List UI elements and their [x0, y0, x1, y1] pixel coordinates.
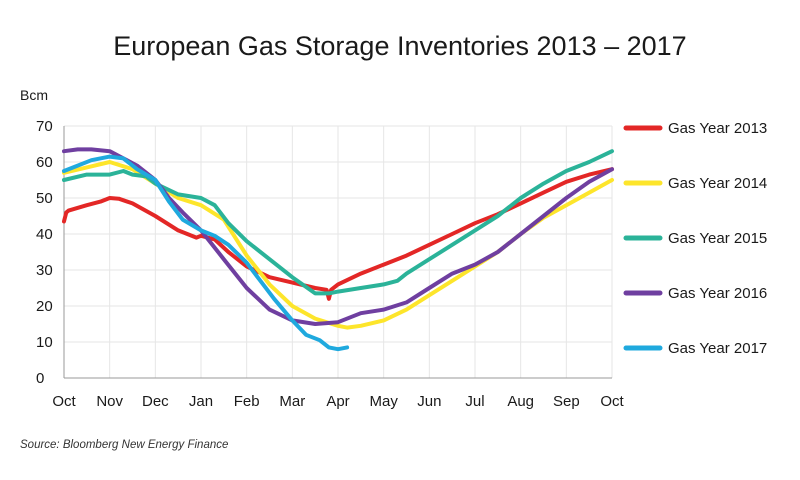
- legend: Gas Year 2013 Gas Year 2014 Gas Year 2015 G…: [623, 120, 767, 357]
- x-tick-label: Sep: [553, 393, 580, 410]
- axes: 0 10 20 30 40 50 60 70 Oct Nov Dec Jan Feb Mar Apr May J…: [36, 118, 624, 410]
- y-tick-label: 40: [36, 226, 53, 243]
- chart-title: European Gas Storage Inventories 2013 – …: [113, 31, 686, 61]
- x-tick-label: Oct: [52, 393, 76, 410]
- y-tick-label: 70: [36, 118, 53, 135]
- x-tick-label: Nov: [96, 393, 123, 410]
- x-tick-label: May: [369, 393, 398, 410]
- y-tick-label: 30: [36, 262, 53, 279]
- y-tick-label: 60: [36, 154, 53, 171]
- legend-label: Gas Year 2015: [668, 230, 767, 247]
- source-note: Source: Bloomberg New Energy Finance: [20, 439, 228, 451]
- x-tick-label: Feb: [234, 393, 260, 410]
- x-tick-label: Jun: [417, 393, 441, 410]
- x-tick-label: Jan: [189, 393, 213, 410]
- grid: [63, 125, 613, 378]
- x-tick-label: Dec: [142, 393, 169, 410]
- series-line-3: [62, 149, 614, 296]
- y-tick-label: 0: [36, 370, 44, 387]
- x-tick-label: Aug: [507, 393, 534, 410]
- y-axis-unit-label: Bcm: [20, 87, 48, 103]
- x-tick-label: Oct: [600, 393, 624, 410]
- x-tick-label: Mar: [279, 393, 305, 410]
- y-tick-label: 50: [36, 190, 53, 207]
- legend-label: Gas Year 2016: [668, 285, 767, 302]
- legend-label: Gas Year 2013: [668, 120, 767, 137]
- legend-label: Gas Year 2017: [668, 340, 767, 357]
- legend-label: Gas Year 2014: [668, 175, 767, 192]
- y-tick-label: 20: [36, 298, 53, 315]
- series-line-5: [62, 154, 350, 352]
- x-tick-label: Apr: [326, 393, 349, 410]
- x-tick-label: Jul: [465, 393, 484, 410]
- series-group: [62, 147, 614, 352]
- y-tick-label: 10: [36, 334, 53, 351]
